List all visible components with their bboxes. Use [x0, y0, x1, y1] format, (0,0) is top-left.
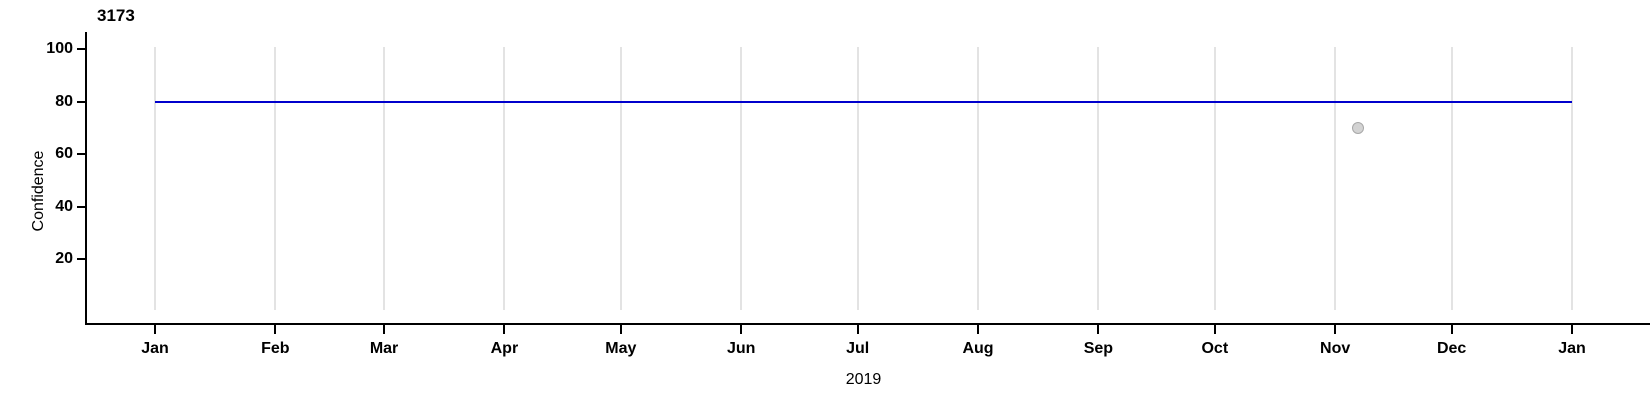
x-tick-label: Jun: [726, 340, 756, 357]
month-gridline: [856, 47, 859, 310]
x-tick-label: Dec: [1436, 340, 1467, 357]
x-tick-label: Jul: [846, 340, 870, 357]
x-tick-mark: [619, 325, 622, 334]
x-tick-mark: [1571, 325, 1573, 334]
month-gridline: [740, 47, 743, 310]
x-tick-mark: [1450, 325, 1453, 334]
x-tick-mark: [154, 325, 156, 334]
x-tick-label: Nov: [1320, 340, 1351, 357]
month-gridline: [1334, 47, 1337, 310]
month-gridline: [1213, 47, 1216, 310]
y-tick-mark: [77, 100, 85, 103]
month-gridline: [503, 47, 506, 310]
observation-point-marker: [1352, 121, 1365, 134]
y-tick-label: 60: [55, 145, 73, 162]
month-gridline: [619, 47, 622, 310]
x-tick-label: Jan: [1558, 340, 1586, 357]
month-gridline: [1097, 47, 1100, 310]
x-tick-label: May: [605, 340, 637, 357]
y-tick-mark: [77, 205, 85, 208]
x-tick-label: Sep: [1083, 340, 1114, 357]
x-tick-label: Oct: [1201, 340, 1229, 357]
month-gridline: [977, 47, 980, 310]
chart-title: 3173: [97, 6, 135, 25]
y-axis-title: Confidence: [30, 150, 47, 232]
y-axis-line: [85, 32, 87, 325]
x-tick-mark: [977, 325, 980, 334]
y-tick-label: 100: [46, 40, 73, 57]
x-tick-mark: [1097, 325, 1100, 334]
month-gridline: [1450, 47, 1453, 310]
x-tick-label: Jan: [141, 340, 169, 357]
y-tick-mark: [77, 258, 85, 260]
y-tick-label: 40: [55, 197, 73, 215]
x-tick-label: Mar: [369, 340, 399, 357]
y-tick-mark: [77, 48, 85, 50]
month-gridline: [1571, 47, 1573, 310]
x-tick-mark: [856, 325, 859, 334]
x-tick-label: Apr: [490, 340, 519, 357]
x-tick-mark: [740, 325, 743, 334]
x-tick-label: Aug: [962, 340, 994, 357]
x-tick-mark: [1334, 325, 1337, 334]
x-tick-label: Feb: [261, 340, 290, 357]
x-axis-title: 2019: [845, 371, 882, 388]
y-tick-label: 80: [55, 92, 73, 110]
month-gridline: [383, 47, 386, 310]
confidence-threshold-line-series: [155, 100, 1572, 103]
x-tick-mark: [274, 325, 277, 334]
y-tick-mark: [77, 153, 85, 155]
y-tick-label: 20: [55, 250, 73, 267]
month-gridline: [154, 47, 156, 310]
x-axis-line: [85, 323, 1650, 325]
month-gridline: [274, 47, 277, 310]
x-tick-mark: [503, 325, 506, 334]
x-tick-mark: [1213, 325, 1216, 334]
x-tick-mark: [383, 325, 386, 334]
